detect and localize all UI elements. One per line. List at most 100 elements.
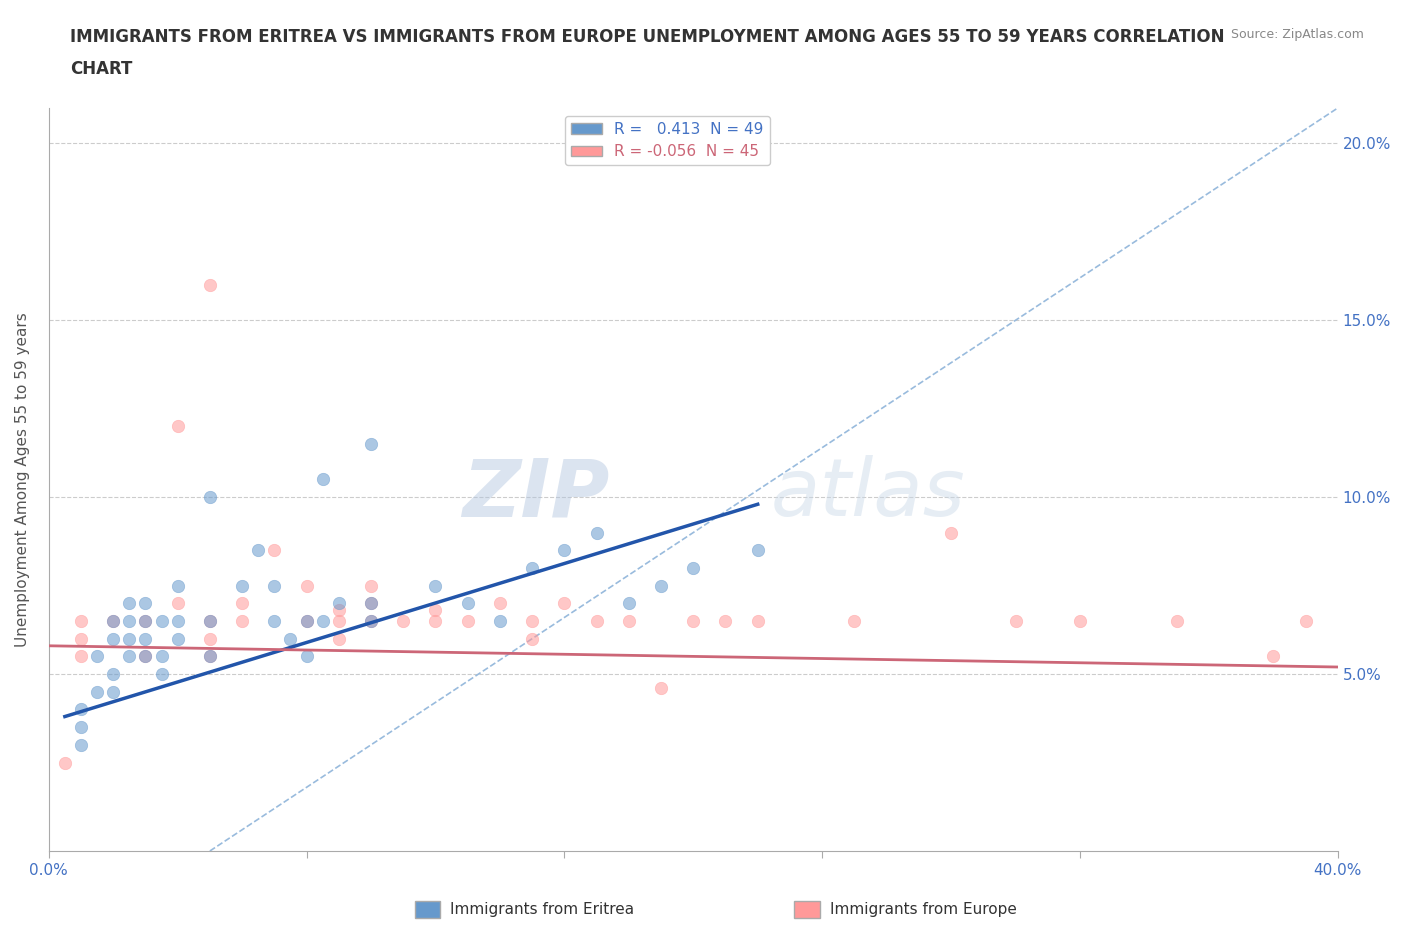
Point	[198, 614, 221, 629]
Point	[328, 631, 350, 646]
Point	[425, 578, 447, 593]
Point	[457, 614, 479, 629]
Point	[263, 578, 285, 593]
Point	[617, 596, 640, 611]
Point	[134, 649, 156, 664]
Point	[1004, 614, 1026, 629]
Text: Immigrants from Europe: Immigrants from Europe	[830, 902, 1017, 917]
Point	[939, 525, 962, 540]
Point	[263, 543, 285, 558]
Point	[70, 614, 93, 629]
Point	[118, 631, 141, 646]
Point	[150, 667, 173, 682]
Point	[392, 614, 415, 629]
Point	[489, 614, 512, 629]
Point	[425, 614, 447, 629]
Point	[295, 614, 318, 629]
Point	[295, 614, 318, 629]
Point	[166, 419, 188, 434]
Point	[247, 543, 270, 558]
Point	[425, 603, 447, 618]
Point	[360, 596, 382, 611]
Text: ZIP: ZIP	[463, 456, 609, 534]
Point	[118, 596, 141, 611]
Text: CHART: CHART	[70, 60, 132, 78]
Point	[103, 684, 125, 699]
Point	[682, 561, 704, 576]
Point	[280, 631, 302, 646]
Point	[311, 614, 333, 629]
Point	[328, 603, 350, 618]
Point	[166, 596, 188, 611]
Point	[360, 596, 382, 611]
Point	[585, 525, 607, 540]
Point	[198, 631, 221, 646]
Point	[86, 649, 108, 664]
Point	[360, 614, 382, 629]
Point	[118, 649, 141, 664]
Point	[198, 490, 221, 505]
Point	[150, 649, 173, 664]
Text: Source: ZipAtlas.com: Source: ZipAtlas.com	[1230, 28, 1364, 41]
Point	[134, 649, 156, 664]
Point	[86, 684, 108, 699]
Point	[198, 649, 221, 664]
Point	[650, 578, 672, 593]
Point	[1263, 649, 1285, 664]
Point	[53, 755, 76, 770]
Point	[295, 578, 318, 593]
Legend: R =   0.413  N = 49, R = -0.056  N = 45: R = 0.413 N = 49, R = -0.056 N = 45	[565, 115, 769, 166]
Point	[70, 631, 93, 646]
Point	[70, 737, 93, 752]
Point	[328, 596, 350, 611]
Text: IMMIGRANTS FROM ERITREA VS IMMIGRANTS FROM EUROPE UNEMPLOYMENT AMONG AGES 55 TO : IMMIGRANTS FROM ERITREA VS IMMIGRANTS FR…	[70, 28, 1225, 46]
Point	[70, 649, 93, 664]
Point	[360, 614, 382, 629]
Point	[1069, 614, 1091, 629]
Point	[198, 649, 221, 664]
Point	[263, 614, 285, 629]
Point	[150, 614, 173, 629]
Point	[103, 614, 125, 629]
Point	[295, 649, 318, 664]
Point	[360, 437, 382, 452]
Point	[520, 631, 543, 646]
Point	[231, 614, 253, 629]
Text: atlas: atlas	[770, 456, 966, 534]
Point	[617, 614, 640, 629]
Point	[360, 578, 382, 593]
Point	[328, 614, 350, 629]
Point	[134, 596, 156, 611]
Y-axis label: Unemployment Among Ages 55 to 59 years: Unemployment Among Ages 55 to 59 years	[15, 312, 30, 647]
Point	[520, 561, 543, 576]
Point	[231, 578, 253, 593]
Point	[198, 614, 221, 629]
Point	[231, 596, 253, 611]
Point	[520, 614, 543, 629]
Point	[553, 543, 575, 558]
Point	[553, 596, 575, 611]
Point	[311, 472, 333, 487]
Point	[1166, 614, 1188, 629]
Point	[166, 614, 188, 629]
Point	[103, 667, 125, 682]
Point	[650, 681, 672, 696]
Point	[198, 277, 221, 292]
Point	[747, 543, 769, 558]
Point	[134, 614, 156, 629]
Point	[70, 702, 93, 717]
Point	[585, 614, 607, 629]
Point	[134, 631, 156, 646]
Point	[714, 614, 737, 629]
Point	[489, 596, 512, 611]
Point	[166, 631, 188, 646]
Point	[682, 614, 704, 629]
Point	[1295, 614, 1317, 629]
Point	[747, 614, 769, 629]
Point	[134, 614, 156, 629]
Point	[844, 614, 866, 629]
Point	[166, 578, 188, 593]
Text: Immigrants from Eritrea: Immigrants from Eritrea	[450, 902, 634, 917]
Point	[103, 631, 125, 646]
Point	[70, 720, 93, 735]
